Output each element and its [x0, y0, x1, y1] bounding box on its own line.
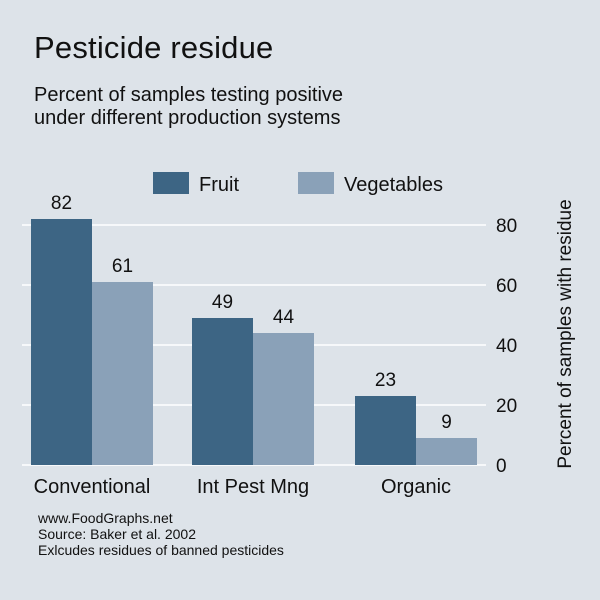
legend-label-vegetables: Vegetables — [344, 174, 443, 196]
subtitle-line-1: Percent of samples testing positive — [34, 84, 344, 106]
chart-footer: www.FoodGraphs.net Source: Baker et al. … — [38, 510, 284, 558]
data-label-fruit-1: 49 — [212, 292, 233, 313]
x-tick-label-2: Organic — [381, 476, 451, 498]
chart-title: Pesticide residue — [34, 30, 274, 65]
x-tick-label-1: Int Pest Mng — [197, 476, 309, 498]
y-tick-label-60: 60 — [496, 276, 517, 297]
data-label-vegetables-2: 9 — [441, 412, 452, 433]
bar-vegetables-1 — [253, 333, 314, 465]
y-tick-label-20: 20 — [496, 396, 517, 417]
legend-label-fruit: Fruit — [199, 174, 239, 196]
bar-vegetables-0 — [92, 282, 153, 465]
subtitle-line-2: under different production systems — [34, 107, 341, 129]
y-tick-label-40: 40 — [496, 336, 517, 357]
data-label-fruit-2: 23 — [375, 370, 396, 391]
bar-fruit-2 — [355, 396, 416, 465]
y-tick-label-0: 0 — [496, 456, 507, 477]
bar-fruit-0 — [31, 219, 92, 465]
y-tick-label-80: 80 — [496, 216, 517, 237]
legend-swatch-vegetables — [298, 172, 334, 194]
chart-subtitle: Percent of samples testing positive unde… — [34, 84, 343, 130]
x-tick-label-0: Conventional — [34, 476, 151, 498]
data-label-vegetables-1: 44 — [273, 307, 295, 328]
y-axis-title: Percent of samples with residue — [555, 199, 576, 468]
bar-vegetables-2 — [416, 438, 477, 465]
footer-source-site: www.FoodGraphs.net — [38, 510, 173, 526]
bar-fruit-1 — [192, 318, 253, 465]
footer-note: Exlcudes residues of banned pesticides — [38, 542, 284, 558]
footer-citation: Source: Baker et al. 2002 — [38, 526, 196, 542]
data-label-vegetables-0: 61 — [112, 256, 133, 277]
data-label-fruit-0: 82 — [51, 193, 72, 214]
legend-swatch-fruit — [153, 172, 189, 194]
